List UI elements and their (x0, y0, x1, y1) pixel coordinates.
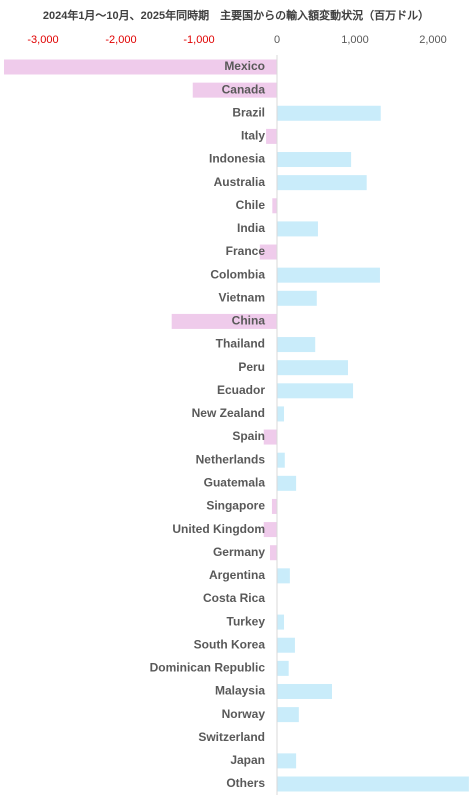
category-label: Argentina (209, 568, 265, 582)
category-label: Canada (222, 82, 266, 96)
category-label: United Kingdom (172, 522, 265, 536)
bar (277, 221, 318, 237)
category-label: South Korea (194, 637, 266, 651)
bar (277, 707, 299, 723)
category-label: Turkey (227, 614, 266, 628)
bar (271, 498, 277, 514)
bar (277, 175, 367, 191)
bar (263, 522, 277, 538)
bar (277, 267, 380, 283)
bar (171, 313, 277, 329)
x-tick-label: 0 (274, 34, 280, 46)
category-label: Guatemala (204, 475, 266, 489)
category-label: Thailand (216, 337, 265, 351)
x-tick-label: -2,000 (105, 34, 136, 46)
category-label: Mexico (224, 59, 265, 73)
bar (269, 545, 277, 561)
bar (277, 360, 348, 376)
bar (277, 290, 317, 306)
chart-title: 2024年1月～10月、2025年同時期 主要国からの輸入額変動状況（百万ドル） (43, 8, 429, 22)
bar (4, 59, 277, 75)
bar (277, 152, 352, 168)
bar (277, 452, 285, 468)
category-label: China (232, 314, 266, 328)
bar (272, 198, 277, 214)
category-label: Indonesia (209, 152, 265, 166)
bar (277, 660, 289, 676)
category-label: Italy (241, 129, 265, 143)
category-label: New Zealand (192, 406, 265, 420)
bar (266, 128, 277, 144)
category-label: Chile (236, 198, 266, 212)
category-label: France (226, 244, 266, 258)
category-label: Malaysia (215, 684, 265, 698)
bar (277, 637, 295, 653)
category-label: Vietnam (219, 290, 265, 304)
category-label: Brazil (232, 105, 265, 119)
category-label: Japan (230, 753, 265, 767)
category-label: Dominican Republic (150, 661, 266, 675)
bar (277, 753, 297, 769)
x-tick-label: 2,000 (419, 34, 447, 46)
bar (277, 337, 316, 353)
bar (192, 82, 277, 98)
x-tick-label: 1,000 (341, 34, 369, 46)
bar (263, 429, 277, 445)
bar (277, 383, 354, 399)
bar (277, 614, 285, 630)
bar (277, 475, 297, 491)
category-label: Spain (232, 429, 265, 443)
category-label: Ecuador (217, 383, 265, 397)
category-label: Australia (214, 175, 266, 189)
category-label: Others (226, 776, 265, 790)
category-label: Switzerland (198, 730, 265, 744)
x-tick-label: -3,000 (27, 34, 58, 46)
bar (277, 776, 469, 792)
category-label: Peru (238, 360, 265, 374)
category-label: India (237, 221, 265, 235)
bar (277, 406, 285, 422)
x-tick-label: -1,000 (183, 34, 214, 46)
bar (259, 244, 277, 260)
category-label: Colombia (210, 267, 265, 281)
bar (277, 568, 290, 584)
bar (277, 683, 332, 699)
bar (277, 105, 381, 121)
category-label: Singapore (206, 499, 265, 513)
category-label: Norway (222, 707, 266, 721)
category-label: Costa Rica (203, 591, 265, 605)
category-label: Netherlands (196, 452, 266, 466)
category-label: Germany (213, 545, 265, 559)
